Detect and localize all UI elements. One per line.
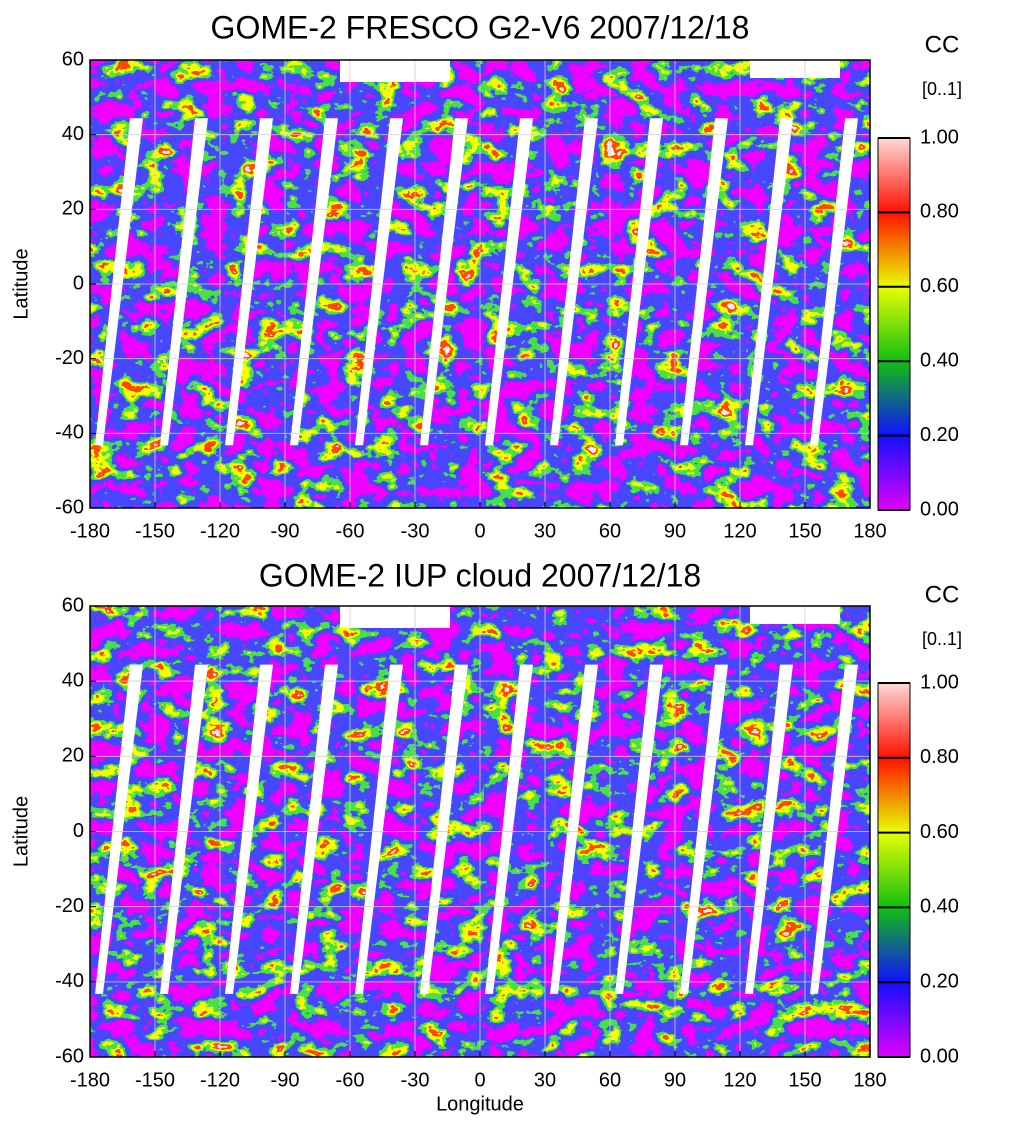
colorbar-subtitle: [0..1] <box>922 79 962 99</box>
y-tick-label: 40 <box>62 669 84 691</box>
orbit-gap <box>485 664 533 994</box>
chart-title: GOME-2 FRESCO G2-V6 2007/12/18 <box>211 9 750 45</box>
colorbar-tick-label: 0.00 <box>920 1045 959 1067</box>
x-tick-label: 180 <box>853 1069 886 1091</box>
orbit-gap <box>550 664 598 994</box>
orbit-gap <box>95 664 143 994</box>
polar-gap <box>340 606 450 628</box>
x-tick-label: -120 <box>200 520 240 542</box>
x-tick-label: 90 <box>664 1069 686 1091</box>
y-axis-label: Latitude <box>10 248 32 319</box>
orbit-gap <box>225 118 273 446</box>
colorbar-tick-label: 0.40 <box>920 896 959 918</box>
y-tick-label: 60 <box>62 48 84 70</box>
orbit-gap <box>355 664 403 994</box>
orbit-gap <box>420 118 468 446</box>
x-tick-label: 90 <box>664 520 686 542</box>
orbit-gap <box>550 118 598 446</box>
x-tick-label: -30 <box>401 520 430 542</box>
orbit-gap <box>420 664 468 994</box>
orbit-gap <box>95 118 143 446</box>
y-tick-label: -40 <box>55 970 84 992</box>
x-axis-label: Longitude <box>436 1093 524 1115</box>
colorbar-tick-label: 0.60 <box>920 275 959 297</box>
colorbar-title: CC <box>925 581 960 608</box>
y-tick-label: -40 <box>55 422 84 444</box>
colorbar-title: CC <box>925 31 960 58</box>
y-tick-label: -60 <box>55 496 84 518</box>
y-tick-label: 20 <box>62 745 84 767</box>
x-tick-label: 120 <box>723 1069 756 1091</box>
polar-gap <box>750 60 840 78</box>
y-tick-label: -20 <box>55 895 84 917</box>
y-tick-label: 40 <box>62 123 84 145</box>
x-tick-label: 150 <box>788 520 821 542</box>
y-tick-label: 20 <box>62 198 84 220</box>
y-tick-label: 0 <box>73 272 84 294</box>
x-tick-label: -150 <box>135 520 175 542</box>
orbit-gaps <box>95 60 858 446</box>
orbit-gap <box>225 664 273 994</box>
x-tick-label: 150 <box>788 1069 821 1091</box>
orbit-gap <box>355 118 403 446</box>
x-tick-label: 30 <box>534 1069 556 1091</box>
x-tick-label: -180 <box>70 520 110 542</box>
chart-title: GOME-2 IUP cloud 2007/12/18 <box>259 557 701 593</box>
orbit-gap <box>290 664 338 994</box>
colorbar-tick-label: 0.80 <box>920 201 959 223</box>
orbit-gap <box>745 664 793 994</box>
x-tick-label: 60 <box>599 1069 621 1091</box>
orbit-gap <box>485 118 533 446</box>
colorbar-tick-label: 0.20 <box>920 424 959 446</box>
x-tick-label: 180 <box>853 520 886 542</box>
colorbar-tick-label: 0.60 <box>920 821 959 843</box>
colorbar-tick-label: 0.80 <box>920 746 959 768</box>
colorbar-tick-label: 1.00 <box>920 671 959 693</box>
colorbar-subtitle: [0..1] <box>922 629 962 649</box>
x-tick-label: -60 <box>336 520 365 542</box>
polar-gap <box>750 606 840 624</box>
x-tick-label: -30 <box>401 1069 430 1091</box>
x-tick-label: 0 <box>474 520 485 542</box>
orbit-gap <box>680 664 728 994</box>
orbit-gap <box>810 664 858 994</box>
orbit-gap <box>745 118 793 446</box>
orbit-gap <box>290 118 338 446</box>
orbit-gap <box>680 118 728 446</box>
x-tick-label: -90 <box>271 520 300 542</box>
x-tick-label: -90 <box>271 1069 300 1091</box>
colorbar-tick-label: 0.00 <box>920 498 959 520</box>
y-tick-label: 0 <box>73 820 84 842</box>
orbit-gap <box>615 664 663 994</box>
y-tick-label: 60 <box>62 594 84 616</box>
orbit-gap <box>810 118 858 446</box>
x-tick-label: 60 <box>599 520 621 542</box>
x-tick-label: -120 <box>200 1069 240 1091</box>
colorbar <box>877 137 911 511</box>
colorbar-tick-label: 0.20 <box>920 970 959 992</box>
colorbar-tick-label: 1.00 <box>920 126 959 148</box>
orbit-gap <box>160 664 208 994</box>
orbit-gap <box>160 118 208 446</box>
polar-gap <box>340 60 450 82</box>
x-tick-label: -60 <box>336 1069 365 1091</box>
y-tick-label: -60 <box>55 1045 84 1067</box>
y-axis-label: Latitude <box>10 796 32 867</box>
x-tick-label: 30 <box>534 520 556 542</box>
orbit-gaps <box>95 606 858 994</box>
y-tick-label: -20 <box>55 347 84 369</box>
x-tick-label: -150 <box>135 1069 175 1091</box>
x-tick-label: -180 <box>70 1069 110 1091</box>
x-tick-label: 0 <box>474 1069 485 1091</box>
colorbar-tick-label: 0.40 <box>920 349 959 371</box>
x-tick-label: 120 <box>723 520 756 542</box>
colorbar <box>877 682 911 1058</box>
orbit-gap <box>615 118 663 446</box>
